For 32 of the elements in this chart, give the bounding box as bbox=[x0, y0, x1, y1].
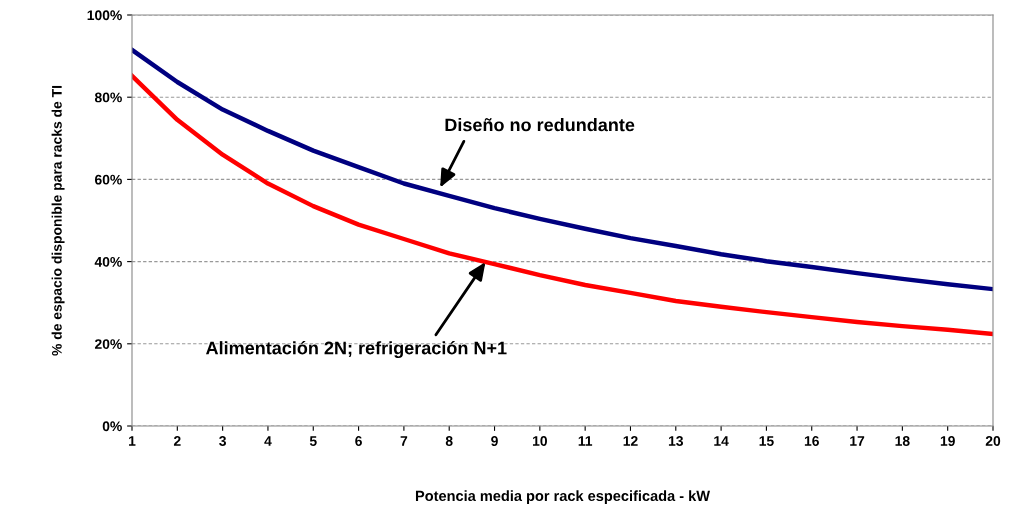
y-tick-label: 60% bbox=[94, 174, 122, 185]
x-tick-label: 8 bbox=[445, 436, 453, 446]
x-tick-label: 19 bbox=[940, 436, 955, 446]
x-tick-label: 9 bbox=[491, 436, 498, 446]
y-tick-label: 20% bbox=[94, 339, 122, 349]
y-tick-label: 80% bbox=[94, 92, 122, 103]
x-axis-title: Potencia media por rack especificada - kW bbox=[415, 490, 711, 504]
x-tick-label: 17 bbox=[850, 436, 865, 446]
x-tick-label: 15 bbox=[759, 436, 774, 446]
x-tick-label: 13 bbox=[668, 436, 684, 446]
x-tick-label: 4 bbox=[264, 436, 272, 446]
line-series bbox=[132, 47, 993, 292]
x-tick-label: 2 bbox=[173, 436, 181, 446]
x-tick-label: 1 bbox=[129, 436, 136, 446]
x-tick-label: 16 bbox=[804, 436, 819, 446]
x-tick-label: 7 bbox=[400, 436, 408, 446]
x-tick-label: 6 bbox=[355, 436, 362, 446]
line-series bbox=[132, 73, 993, 337]
x-tick-label: 18 bbox=[895, 436, 910, 446]
y-axis-title: % de espacio disponible para racks de TI bbox=[51, 85, 65, 356]
y-tick-label: 100% bbox=[87, 10, 122, 21]
x-tick-label: 10 bbox=[532, 436, 547, 446]
x-tick-label: 3 bbox=[219, 436, 226, 446]
x-tick-label: 12 bbox=[623, 436, 638, 446]
x-tick-label: 14 bbox=[714, 436, 729, 446]
x-tick-label: 11 bbox=[578, 436, 593, 446]
y-tick-label: 0% bbox=[102, 421, 122, 432]
x-tick-label: 20 bbox=[985, 436, 1001, 446]
y-tick-label: 40% bbox=[94, 256, 122, 267]
annotation: Alimentación 2N; refrigeración N+1 bbox=[206, 340, 507, 359]
annotation: Diseño no redundante bbox=[445, 118, 635, 132]
x-tick-label: 5 bbox=[309, 436, 317, 446]
